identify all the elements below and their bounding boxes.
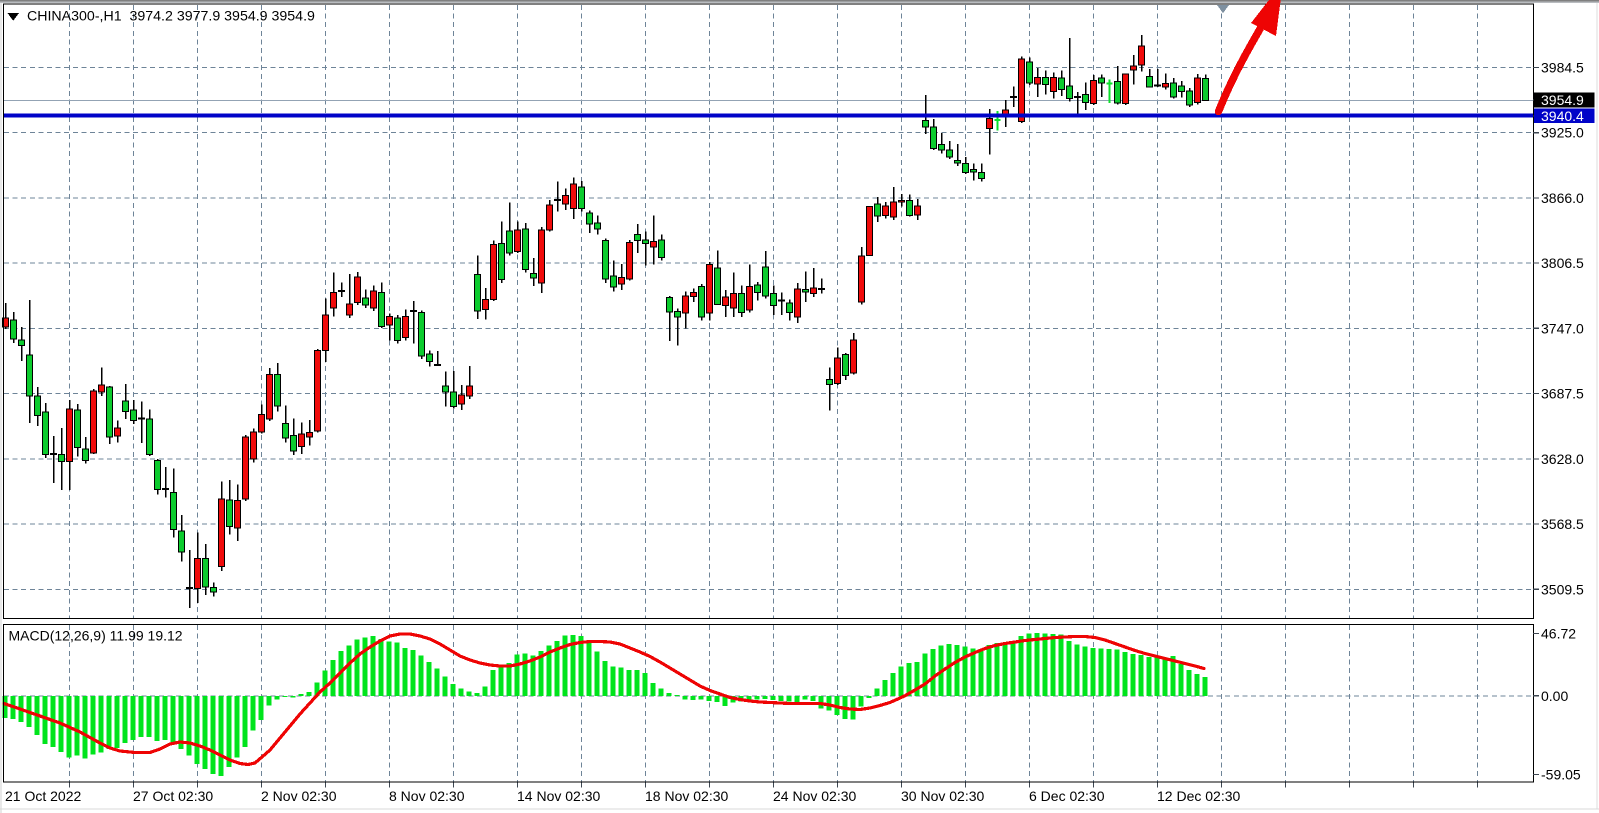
svg-text:3940.4: 3940.4 [1541, 108, 1584, 124]
svg-text:27 Oct 02:30: 27 Oct 02:30 [133, 788, 213, 804]
svg-text:3954.9: 3954.9 [1541, 92, 1584, 108]
svg-text:3984.5: 3984.5 [1541, 60, 1584, 76]
svg-text:18 Nov 02:30: 18 Nov 02:30 [645, 788, 728, 804]
svg-text:0.00: 0.00 [1541, 688, 1568, 704]
svg-text:14 Nov 02:30: 14 Nov 02:30 [517, 788, 600, 804]
svg-text:3806.5: 3806.5 [1541, 255, 1584, 271]
svg-text:3628.0: 3628.0 [1541, 451, 1584, 467]
svg-text:8 Nov 02:30: 8 Nov 02:30 [389, 788, 465, 804]
svg-text:3747.0: 3747.0 [1541, 320, 1584, 336]
svg-text:-59.05: -59.05 [1541, 767, 1581, 783]
svg-text:3568.5: 3568.5 [1541, 516, 1584, 532]
svg-text:CHINA300-,H1 3974.2 3977.9 39: CHINA300-,H1 3974.2 3977.9 3954.9 3954.9 [27, 9, 315, 25]
svg-text:21 Oct 2022: 21 Oct 2022 [5, 788, 81, 804]
svg-text:2 Nov 02:30: 2 Nov 02:30 [261, 788, 337, 804]
svg-text:6 Dec 02:30: 6 Dec 02:30 [1029, 788, 1105, 804]
svg-text:3866.0: 3866.0 [1541, 190, 1584, 206]
svg-text:3687.5: 3687.5 [1541, 386, 1584, 402]
svg-text:MACD(12,26,9) 11.99 19.12: MACD(12,26,9) 11.99 19.12 [9, 628, 183, 644]
svg-text:24 Nov 02:30: 24 Nov 02:30 [773, 788, 856, 804]
svg-text:46.72: 46.72 [1541, 626, 1576, 642]
svg-text:3925.0: 3925.0 [1541, 125, 1584, 141]
svg-text:3509.5: 3509.5 [1541, 581, 1584, 597]
svg-text:12 Dec 02:30: 12 Dec 02:30 [1157, 788, 1240, 804]
svg-text:30 Nov 02:30: 30 Nov 02:30 [901, 788, 984, 804]
